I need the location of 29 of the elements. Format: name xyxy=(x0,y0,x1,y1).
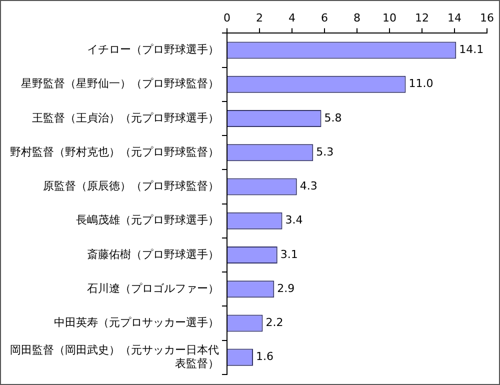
data-label: 3.1 xyxy=(280,248,298,261)
data-label: 2.2 xyxy=(266,316,284,330)
x-tick-label: 2 xyxy=(256,11,263,24)
y-tick-label: 長嶋茂雄（元プロ野球選手） xyxy=(76,214,219,227)
x-tick-label: 14 xyxy=(448,11,462,24)
x-tick-label: 6 xyxy=(321,11,328,24)
data-label: 11.0 xyxy=(408,77,434,90)
y-tick-label: 王監督（王貞治）（元プロ野球選手） xyxy=(32,111,219,124)
data-label: 3.4 xyxy=(285,214,303,227)
y-tick-label: 星野監督（星野仙一）（プロ野球監督） xyxy=(21,77,219,90)
data-label: 5.3 xyxy=(316,145,334,158)
data-label: 2.9 xyxy=(277,282,295,295)
x-tick-label: 0 xyxy=(224,11,230,24)
x-tick-label: 4 xyxy=(288,11,296,24)
data-label: 5.8 xyxy=(324,111,342,124)
data-label: 4.3 xyxy=(300,180,318,193)
x-tick-label: 12 xyxy=(415,11,429,24)
y-tick-label: 岡田監督（岡田武史）（元サッカー日本代表監督） xyxy=(10,344,219,370)
y-tick-label: 野村監督（野村克也）（元プロ野球監督） xyxy=(10,145,219,158)
data-label: 14.1 xyxy=(459,43,484,56)
y-tick-label: 原監督（原辰徳）（プロ野球監督） xyxy=(43,180,219,193)
x-tick-label: 16 xyxy=(480,11,494,24)
y-tick-label: イチロー（プロ野球選手） xyxy=(87,43,219,56)
x-tick-label: 8 xyxy=(354,11,360,24)
y-tick-label: 斎藤佑樹（プロ野球選手） xyxy=(87,248,219,261)
y-tick-label: 中田英寿（元プロサッカー選手） xyxy=(54,316,219,330)
data-label: 1.6 xyxy=(256,350,274,364)
x-tick-label: 10 xyxy=(382,11,396,24)
y-tick-label: 石川遼（プロゴルファー） xyxy=(87,282,219,295)
